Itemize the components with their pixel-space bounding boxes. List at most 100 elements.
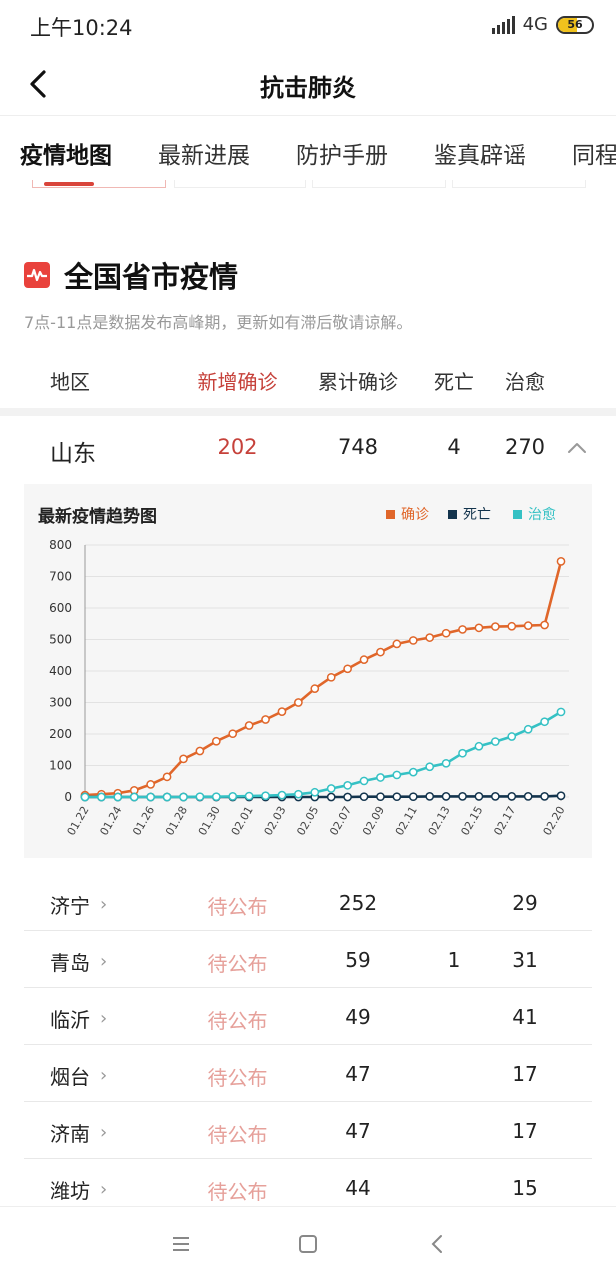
series-2-point [129, 792, 139, 802]
series-2-point [277, 790, 287, 800]
series-2-point [195, 792, 205, 802]
x-tick-label: 02.20 [541, 804, 568, 838]
pulse-icon [24, 262, 50, 288]
series-0-point [211, 736, 221, 746]
series-2-point [113, 792, 123, 802]
series-2-point [343, 780, 352, 790]
province-name: 山东 [50, 441, 96, 467]
city-row[interactable]: 潍坊 › 待公布 44 15 [24, 1159, 592, 1216]
series-2-point [425, 762, 435, 772]
city-row[interactable]: 济宁 › 待公布 252 29 [24, 874, 592, 931]
city-name-text: 青岛 [50, 951, 90, 975]
series-0-point [359, 655, 369, 665]
city-name: 临沂 › [50, 1004, 107, 1033]
series-2-point [474, 741, 484, 751]
divider [0, 408, 616, 416]
menu-icon[interactable] [168, 1231, 194, 1257]
chevron-up-icon[interactable] [566, 440, 588, 456]
legend-deaths: 死亡 [448, 504, 491, 524]
tab-protection-guide[interactable]: 防护手册 [296, 143, 388, 169]
series-2-point [310, 787, 320, 797]
series-0-point [376, 647, 385, 657]
tab-same-trip[interactable]: 同程 [572, 143, 616, 169]
city-total-confirmed: 252 [338, 891, 378, 915]
x-tick-label: 02.05 [294, 804, 321, 838]
y-tick-label: 800 [49, 538, 72, 552]
series-1-point [326, 792, 336, 802]
city-cured: 17 [512, 1119, 538, 1143]
city-name: 烟台 › [50, 1061, 107, 1090]
x-tick-label: 02.11 [393, 804, 420, 838]
signal-icon [491, 15, 515, 34]
city-name: 青岛 › [50, 947, 107, 976]
series-2-point [179, 792, 188, 802]
city-name-text: 临沂 [50, 1008, 90, 1032]
section-note: 7点-11点是数据发布高峰期，更新如有滞后敬请谅解。 [24, 313, 413, 332]
city-cured: 17 [512, 1062, 538, 1086]
series-0-point [228, 729, 238, 739]
back-button[interactable] [22, 66, 58, 102]
tab-epidemic-map[interactable]: 疫情地图 [20, 143, 112, 169]
series-2-point [392, 770, 402, 780]
series-0-point [261, 715, 270, 724]
series-line-2 [85, 710, 562, 799]
chevron-right-icon: › [100, 894, 108, 915]
city-row[interactable]: 烟台 › 待公布 47 17 [24, 1045, 592, 1102]
series-2-point [146, 792, 156, 802]
city-row[interactable]: 临沂 › 待公布 49 41 [24, 988, 592, 1045]
series-0-point [540, 620, 549, 630]
series-2-point [294, 789, 303, 799]
series-0-point [523, 621, 533, 630]
series-0-point [458, 625, 467, 634]
series-1-point [441, 792, 451, 801]
back-triangle-icon[interactable] [424, 1231, 450, 1257]
province-new-confirmed: 202 [217, 435, 258, 459]
home-square-icon[interactable] [295, 1231, 321, 1257]
tab-latest-progress[interactable]: 最新进展 [158, 143, 250, 169]
y-tick-label: 500 [49, 633, 72, 647]
city-new-confirmed: 待公布 [207, 1180, 268, 1204]
series-0-point [277, 707, 287, 716]
series-2-point [490, 737, 500, 746]
status-bar: 上午10:24 4G 56 [0, 0, 616, 52]
series-2-point [97, 792, 106, 802]
column-cured[interactable]: 治愈 [505, 370, 545, 394]
series-1-point [523, 792, 533, 801]
series-0-point [425, 633, 435, 642]
column-total-confirmed[interactable]: 累计确诊 [318, 370, 398, 394]
x-tick-label: 01.26 [130, 804, 157, 838]
city-total-confirmed: 47 [345, 1062, 371, 1086]
city-name: 济宁 › [50, 890, 107, 919]
status-indicators: 4G 56 [491, 14, 594, 35]
city-cured: 29 [512, 891, 538, 915]
series-1-point [425, 792, 435, 801]
province-row[interactable]: 山东 202 748 4 270 [0, 416, 616, 480]
series-0-point [294, 698, 303, 707]
series-0-point [310, 684, 320, 693]
app-header: 抗击肺炎 [0, 52, 616, 116]
city-name-text: 烟台 [50, 1065, 90, 1089]
tab-rumor-check[interactable]: 鉴真辟谣 [434, 143, 526, 169]
x-tick-label: 01.22 [65, 804, 92, 838]
x-tick-label: 02.07 [327, 804, 354, 838]
series-0-point [507, 621, 517, 631]
series-1-point [507, 792, 517, 801]
column-deaths[interactable]: 死亡 [434, 370, 474, 394]
series-0-point [408, 636, 418, 645]
x-tick-label: 02.15 [459, 804, 486, 838]
series-0-point [343, 664, 352, 674]
y-tick-label: 100 [49, 759, 72, 773]
city-new-confirmed: 待公布 [207, 952, 268, 976]
city-total-confirmed: 44 [345, 1176, 371, 1200]
series-0-point [556, 557, 566, 566]
column-new-confirmed[interactable]: 新增确诊 [197, 370, 278, 394]
city-row[interactable]: 济南 › 待公布 47 17 [24, 1102, 592, 1159]
city-row[interactable]: 青岛 › 待公布 59 1 31 [24, 931, 592, 988]
legend-label-confirmed: 确诊 [401, 507, 429, 523]
y-tick-label: 300 [49, 696, 72, 710]
city-new-confirmed: 待公布 [207, 895, 268, 919]
section-header: 全国省市疫情 [24, 254, 238, 296]
page-title: 抗击肺炎 [260, 74, 356, 102]
city-total-confirmed: 59 [345, 948, 371, 972]
series-1-point [474, 792, 484, 801]
